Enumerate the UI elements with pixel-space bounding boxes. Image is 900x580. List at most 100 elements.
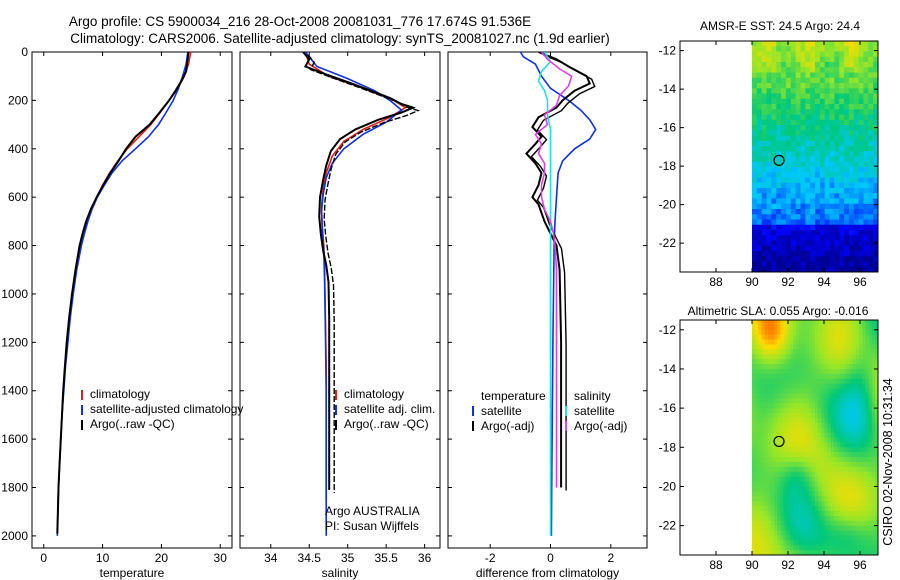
salinity-series-argo-raw-qc- <box>302 52 417 490</box>
sla-cell <box>833 413 838 419</box>
sla-cell <box>840 481 844 487</box>
sla-cell <box>780 334 784 340</box>
sla-cell <box>777 515 781 522</box>
sla-cell <box>865 334 869 340</box>
sst-cell <box>868 62 874 68</box>
sla-cell <box>774 417 778 424</box>
sla-cell <box>755 403 759 409</box>
sst-cell <box>776 203 782 210</box>
sla-cell <box>846 373 851 380</box>
sla-cell <box>770 550 775 556</box>
sla-cell <box>792 324 797 331</box>
sst-cell <box>873 56 879 63</box>
sst-cell <box>844 193 850 199</box>
sst-cell <box>805 156 811 163</box>
sst-cell <box>795 88 801 94</box>
sst-cell <box>819 56 826 63</box>
sla-cell <box>815 466 819 473</box>
sla-cell <box>777 461 781 468</box>
sst-cell <box>805 56 811 63</box>
sla-cell <box>752 501 756 507</box>
sla-cell <box>755 476 759 482</box>
sla-cell <box>846 378 851 385</box>
sla-cell <box>871 324 876 331</box>
sla-cell <box>777 324 781 331</box>
sla-cell <box>821 530 825 536</box>
sla-cell <box>808 422 813 429</box>
sla-cell <box>871 359 876 365</box>
sst-cell <box>819 245 826 252</box>
sla-cell <box>758 324 762 331</box>
sla-cell <box>789 550 794 556</box>
sla-cell <box>849 432 854 438</box>
sla-cell <box>840 393 844 399</box>
sla-cell <box>830 427 835 434</box>
sla-cell <box>755 359 759 365</box>
sst-cell <box>844 167 850 173</box>
sla-cell <box>830 442 835 448</box>
sst-cell <box>839 167 845 173</box>
sst-cell <box>873 266 879 273</box>
difference-xtick-label: 0 <box>547 551 554 565</box>
sst-cell <box>776 135 782 142</box>
sst-xtick-label: 90 <box>745 275 759 289</box>
sla-cell <box>786 364 791 370</box>
sst-cell <box>848 182 855 189</box>
sla-cell <box>805 413 810 419</box>
sst-cell <box>761 67 767 73</box>
sla-cell <box>874 422 879 429</box>
sla-cell <box>830 486 835 492</box>
sla-cell <box>808 398 813 404</box>
sst-cell <box>829 146 835 152</box>
sla-cell <box>786 506 791 512</box>
sla-cell <box>786 461 791 468</box>
sst-cell <box>805 167 811 173</box>
sla-cell <box>852 501 857 507</box>
sst-cell <box>839 266 845 273</box>
sla-cell <box>843 550 847 556</box>
sla-cell <box>805 520 810 527</box>
sst-cell <box>790 130 797 136</box>
sla-cell <box>799 457 803 463</box>
sla-cell <box>824 486 828 492</box>
sla-cell <box>846 334 851 340</box>
sst-cell <box>781 172 787 178</box>
sla-cell <box>846 545 851 551</box>
sla-cell <box>755 461 759 468</box>
sst-cell <box>761 203 767 210</box>
sla-cell <box>821 461 825 468</box>
sla-cell <box>802 383 806 389</box>
sla-cell <box>792 383 797 389</box>
sst-cell <box>761 245 767 252</box>
sst-cell <box>805 62 811 68</box>
sst-cell <box>819 67 826 73</box>
sst-cell <box>790 235 797 241</box>
sst-cell <box>805 93 811 100</box>
annotation-argo-australia: Argo AUSTRALIA <box>325 504 420 518</box>
sst-cell <box>819 104 826 110</box>
sla-cell <box>796 393 800 399</box>
sst-cell <box>844 125 850 131</box>
sla-cell <box>767 354 772 360</box>
sla-cell <box>830 437 835 443</box>
sst-cell <box>756 256 763 262</box>
sla-cell <box>821 506 825 512</box>
sla-cell <box>868 368 873 375</box>
sla-cell <box>777 471 781 478</box>
sla-cell <box>827 437 832 443</box>
sla-cell <box>840 359 844 365</box>
sla-cell <box>786 368 791 375</box>
sla-cell <box>777 373 781 380</box>
sst-cell <box>800 83 806 89</box>
sst-cell <box>752 203 758 210</box>
sla-cell <box>859 432 863 438</box>
temperature-ytick-label: 0 <box>21 45 28 59</box>
sst-cell <box>858 203 864 210</box>
sst-cell <box>761 56 767 63</box>
sst-cell <box>761 161 767 168</box>
sst-cell <box>844 188 850 194</box>
sst-cell <box>815 109 821 115</box>
sla-cell <box>770 364 775 370</box>
sst-cell <box>810 167 816 173</box>
sst-cell <box>834 51 840 58</box>
